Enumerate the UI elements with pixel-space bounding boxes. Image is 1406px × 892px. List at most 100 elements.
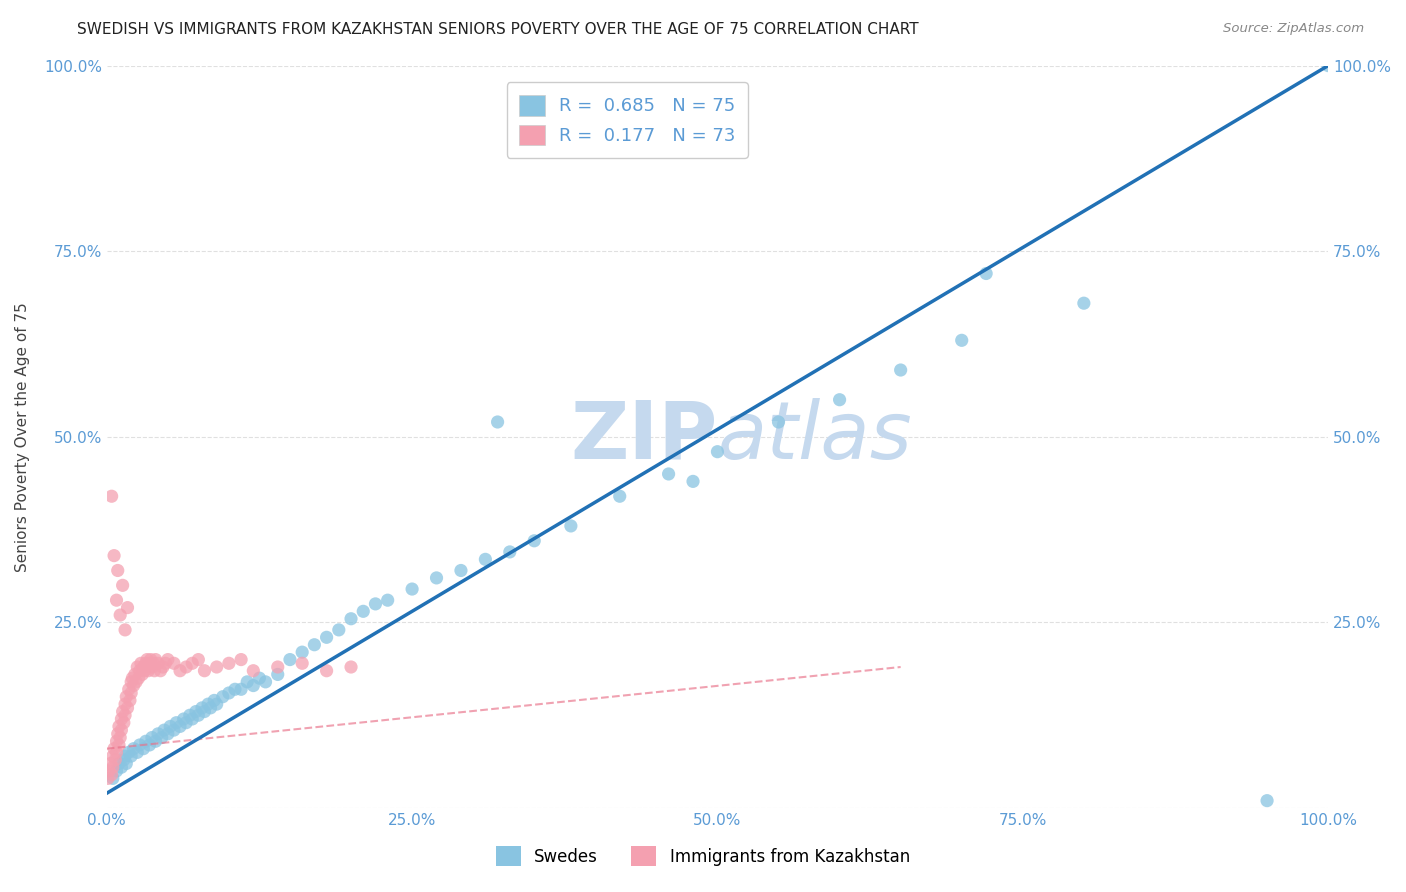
Point: [184, 705, 207, 719]
Point: [155, 657, 177, 671]
Point: [236, 674, 259, 689]
Point: [108, 719, 131, 733]
Point: [278, 652, 301, 666]
Point: [828, 392, 851, 407]
Point: [658, 467, 681, 481]
Point: [169, 719, 191, 733]
Point: [117, 600, 139, 615]
Point: [103, 741, 125, 756]
Point: [138, 738, 160, 752]
Point: [108, 608, 131, 623]
Point: [224, 682, 246, 697]
Y-axis label: Seniors Poverty Over the Age of 75: Seniors Poverty Over the Age of 75: [15, 302, 30, 572]
Point: [124, 667, 146, 681]
Point: [181, 712, 204, 726]
Point: [304, 638, 326, 652]
Point: [132, 741, 155, 756]
Point: [425, 571, 447, 585]
Point: [181, 657, 204, 671]
Point: [474, 552, 496, 566]
Point: [523, 533, 546, 548]
Point: [768, 415, 790, 429]
Point: [139, 652, 162, 666]
Point: [890, 363, 912, 377]
Point: [100, 767, 122, 781]
Point: [249, 671, 271, 685]
Point: [254, 674, 277, 689]
Point: [100, 489, 122, 503]
Point: [218, 657, 240, 671]
Point: [114, 708, 136, 723]
Legend: R =  0.685   N = 75, R =  0.177   N = 73: R = 0.685 N = 75, R = 0.177 N = 73: [506, 82, 748, 158]
Point: [229, 652, 252, 666]
Point: [152, 660, 174, 674]
Point: [145, 734, 167, 748]
Point: [974, 267, 997, 281]
Point: [101, 749, 124, 764]
Point: [135, 734, 157, 748]
Point: [145, 652, 167, 666]
Point: [135, 657, 157, 671]
Point: [120, 674, 142, 689]
Point: [197, 697, 219, 711]
Point: [120, 749, 142, 764]
Point: [101, 760, 124, 774]
Point: [122, 679, 145, 693]
Point: [499, 545, 522, 559]
Point: [142, 657, 165, 671]
Point: [211, 690, 233, 704]
Point: [138, 657, 160, 671]
Point: [111, 705, 134, 719]
Point: [352, 604, 374, 618]
Point: [179, 708, 201, 723]
Point: [1256, 794, 1278, 808]
Legend: Swedes, Immigrants from Kazakhstan: Swedes, Immigrants from Kazakhstan: [488, 838, 918, 875]
Point: [156, 727, 179, 741]
Point: [103, 549, 125, 563]
Point: [115, 756, 138, 771]
Point: [609, 489, 631, 503]
Point: [156, 652, 179, 666]
Point: [120, 686, 142, 700]
Point: [112, 715, 135, 730]
Point: [141, 731, 163, 745]
Point: [174, 715, 197, 730]
Point: [105, 745, 128, 759]
Point: [146, 657, 169, 671]
Point: [118, 745, 141, 759]
Point: [364, 597, 387, 611]
Point: [117, 701, 139, 715]
Point: [146, 727, 169, 741]
Point: [218, 686, 240, 700]
Point: [205, 660, 228, 674]
Point: [98, 764, 121, 778]
Text: Source: ZipAtlas.com: Source: ZipAtlas.com: [1223, 22, 1364, 36]
Point: [315, 630, 337, 644]
Point: [450, 564, 472, 578]
Point: [291, 645, 314, 659]
Point: [187, 708, 209, 723]
Text: SWEDISH VS IMMIGRANTS FROM KAZAKHSTAN SENIORS POVERTY OVER THE AGE OF 75 CORRELA: SWEDISH VS IMMIGRANTS FROM KAZAKHSTAN SE…: [77, 22, 920, 37]
Point: [127, 745, 149, 759]
Point: [114, 623, 136, 637]
Point: [267, 660, 290, 674]
Point: [107, 564, 129, 578]
Point: [101, 772, 124, 786]
Point: [191, 701, 214, 715]
Point: [110, 712, 132, 726]
Point: [1317, 59, 1340, 73]
Point: [401, 582, 423, 596]
Point: [153, 723, 176, 738]
Point: [328, 623, 350, 637]
Point: [114, 749, 136, 764]
Point: [340, 660, 363, 674]
Point: [100, 756, 122, 771]
Point: [136, 652, 159, 666]
Point: [150, 731, 173, 745]
Point: [105, 734, 128, 748]
Point: [134, 664, 156, 678]
Point: [560, 519, 582, 533]
Text: ZIP: ZIP: [571, 398, 717, 475]
Point: [129, 657, 152, 671]
Point: [377, 593, 399, 607]
